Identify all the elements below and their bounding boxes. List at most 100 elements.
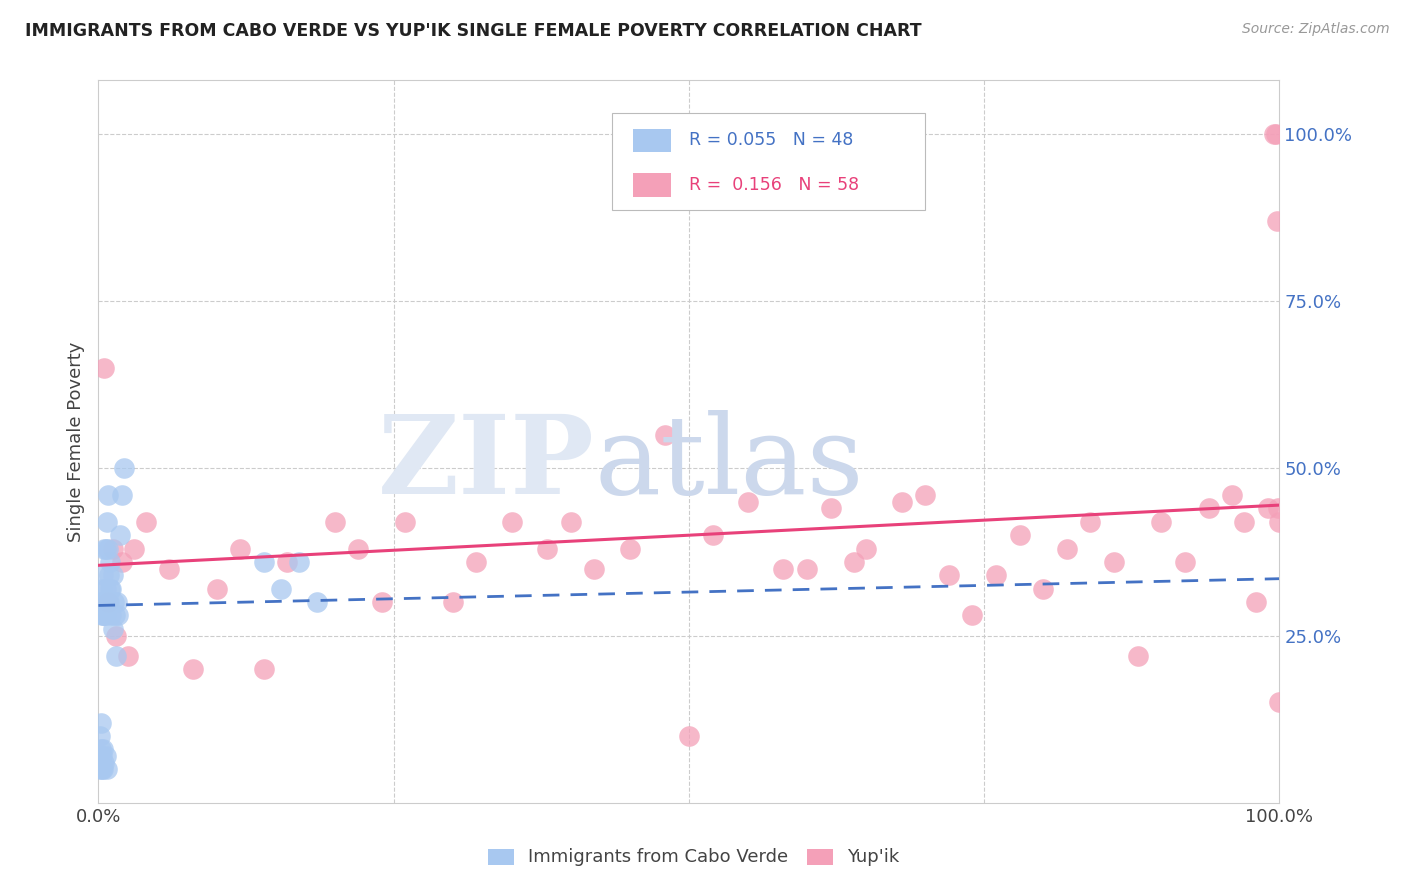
Point: [1032, 582, 1054, 596]
Point: [135, 515, 157, 529]
Point: [91, 608, 114, 623]
Point: [104, 608, 127, 623]
Point: [1150, 515, 1173, 529]
Point: [1126, 648, 1149, 663]
Point: [89, 729, 111, 743]
Text: Yup'ik: Yup'ik: [848, 848, 900, 866]
Bar: [634, 173, 671, 196]
Point: [1267, 501, 1289, 516]
Point: [111, 488, 134, 502]
Point: [91, 568, 114, 582]
Point: [1008, 528, 1031, 542]
Point: [111, 555, 134, 569]
Point: [305, 595, 328, 609]
Point: [94, 608, 117, 623]
Point: [105, 595, 128, 609]
Point: [962, 608, 984, 623]
Point: [93, 361, 115, 376]
Point: [91, 595, 114, 609]
Point: [101, 541, 124, 556]
Point: [702, 528, 724, 542]
Point: [1244, 595, 1267, 609]
Point: [100, 582, 122, 596]
Point: [122, 541, 145, 556]
Point: [98, 555, 121, 569]
Point: [94, 749, 117, 764]
Point: [1268, 515, 1291, 529]
Bar: [634, 128, 671, 152]
Point: [1233, 515, 1256, 529]
Point: [678, 729, 700, 743]
Point: [97, 595, 120, 609]
Point: [772, 562, 794, 576]
Point: [112, 461, 135, 475]
Point: [583, 562, 606, 576]
Point: [253, 555, 276, 569]
Point: [105, 628, 128, 642]
Point: [288, 555, 311, 569]
Point: [855, 541, 877, 556]
Text: Source: ZipAtlas.com: Source: ZipAtlas.com: [1241, 22, 1389, 37]
Point: [91, 608, 114, 623]
Text: IMMIGRANTS FROM CABO VERDE VS YUP'IK SINGLE FEMALE POVERTY CORRELATION CHART: IMMIGRANTS FROM CABO VERDE VS YUP'IK SIN…: [25, 22, 922, 40]
Point: [90, 742, 112, 756]
Y-axis label: Single Female Poverty: Single Female Poverty: [66, 342, 84, 541]
Point: [93, 608, 115, 623]
Point: [98, 568, 121, 582]
Point: [103, 595, 125, 609]
Point: [97, 595, 120, 609]
Point: [1056, 541, 1078, 556]
Point: [90, 715, 112, 730]
Point: [181, 662, 204, 676]
Point: [737, 494, 759, 508]
Point: [98, 582, 121, 596]
Point: [1102, 555, 1125, 569]
Point: [914, 488, 936, 502]
Point: [97, 488, 120, 502]
Point: [98, 595, 121, 609]
Point: [560, 515, 582, 529]
Point: [1257, 501, 1279, 516]
Point: [619, 541, 641, 556]
Point: [253, 662, 276, 676]
Point: [107, 608, 129, 623]
Point: [984, 568, 1007, 582]
Point: [1198, 501, 1220, 516]
Point: [157, 562, 180, 576]
Point: [101, 568, 124, 582]
Point: [90, 595, 112, 609]
Point: [441, 595, 464, 609]
Point: [820, 501, 842, 516]
Point: [938, 568, 960, 582]
Point: [108, 528, 131, 542]
Point: [371, 595, 394, 609]
Bar: [488, 849, 515, 865]
Point: [465, 555, 488, 569]
Point: [1268, 696, 1291, 710]
Point: [117, 648, 139, 663]
Point: [796, 562, 818, 576]
Point: [1220, 488, 1243, 502]
Text: atlas: atlas: [595, 409, 865, 516]
Point: [536, 541, 558, 556]
Point: [1264, 127, 1286, 141]
Point: [93, 541, 115, 556]
Point: [1080, 515, 1102, 529]
Point: [501, 515, 523, 529]
Point: [229, 541, 252, 556]
Point: [1174, 555, 1197, 569]
Point: [91, 582, 114, 596]
Point: [323, 515, 346, 529]
Text: R = 0.055   N = 48: R = 0.055 N = 48: [689, 131, 853, 149]
Point: [89, 762, 111, 776]
Point: [91, 762, 114, 776]
Point: [96, 762, 118, 776]
Point: [91, 749, 114, 764]
Point: [105, 648, 128, 663]
Point: [96, 515, 118, 529]
Point: [1265, 214, 1288, 228]
Point: [654, 427, 676, 442]
FancyBboxPatch shape: [612, 112, 925, 211]
Point: [94, 582, 117, 596]
Point: [96, 595, 118, 609]
